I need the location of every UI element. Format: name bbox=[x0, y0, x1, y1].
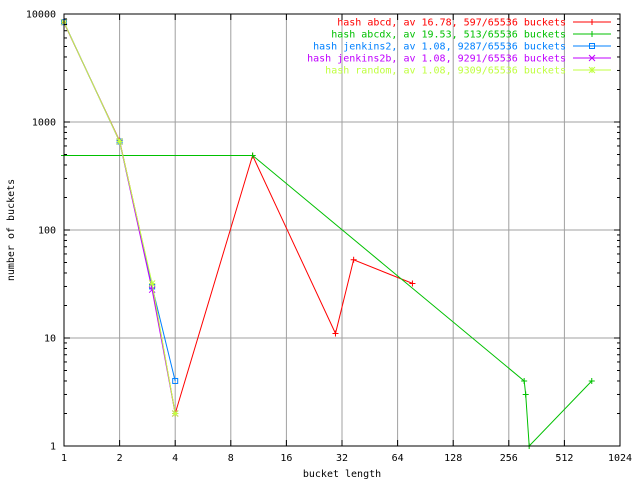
data-point-marker bbox=[522, 391, 529, 398]
y-tick-label: 10 bbox=[44, 334, 56, 345]
x-tick-label: 16 bbox=[280, 453, 292, 464]
x-tick-label: 4 bbox=[172, 453, 178, 464]
data-point-marker bbox=[350, 256, 357, 263]
data-point-marker bbox=[521, 377, 528, 384]
y-tick-label: 1 bbox=[50, 442, 56, 453]
series-line bbox=[63, 21, 176, 414]
legend-label: hash jenkins2, av 1.08, 9287/65536 bucke… bbox=[313, 42, 566, 53]
legend-label: hash abcd, av 16.78, 597/65536 buckets bbox=[337, 18, 566, 29]
series-line bbox=[64, 155, 593, 448]
data-point-marker bbox=[409, 280, 416, 287]
data-point-marker bbox=[332, 330, 339, 337]
x-axis-label: bucket length bbox=[303, 469, 381, 480]
data-point-marker bbox=[589, 31, 595, 37]
data-point-marker bbox=[588, 377, 595, 384]
data-point-marker bbox=[589, 43, 595, 49]
ticks: 1 2 4 8 16 32 64 128 256 512 1024 1 10 100 1000 10000 bbox=[26, 10, 632, 465]
x-tick-label: 32 bbox=[336, 453, 348, 464]
legend: hash abcd, av 16.78, 597/65536 bucketsha… bbox=[307, 18, 611, 77]
y-tick-label: 10000 bbox=[26, 10, 56, 21]
x-tick-label: 1024 bbox=[608, 453, 632, 464]
data-point-marker bbox=[148, 286, 156, 294]
data-point-marker bbox=[116, 138, 123, 145]
x-tick-label: 1 bbox=[61, 453, 67, 464]
y-tick-label: 100 bbox=[38, 226, 56, 237]
data-point-marker bbox=[588, 54, 596, 62]
data-point-marker bbox=[171, 410, 179, 417]
x-tick-label: 2 bbox=[117, 453, 123, 464]
x-tick-label: 8 bbox=[228, 453, 234, 464]
series-layer bbox=[60, 18, 595, 449]
legend-label: hash jenkins2b, av 1.08, 9291/65536 buck… bbox=[307, 54, 566, 65]
data-point-marker bbox=[148, 280, 156, 287]
x-tick-label: 128 bbox=[444, 453, 462, 464]
data-point-marker bbox=[249, 152, 256, 159]
x-tick-label: 256 bbox=[500, 453, 518, 464]
data-point-marker bbox=[588, 66, 596, 74]
x-tick-label: 512 bbox=[555, 453, 573, 464]
data-point-marker bbox=[589, 19, 595, 25]
legend-label: hash random, av 1.08, 9309/65536 buckets bbox=[325, 66, 566, 77]
legend-label: hash abcdx, av 19.53, 513/65536 buckets bbox=[331, 30, 566, 41]
x-tick-label: 64 bbox=[392, 453, 404, 464]
y-axis-label: number of buckets bbox=[6, 179, 17, 281]
y-tick-label: 1000 bbox=[32, 118, 56, 129]
data-point-marker bbox=[172, 377, 179, 384]
